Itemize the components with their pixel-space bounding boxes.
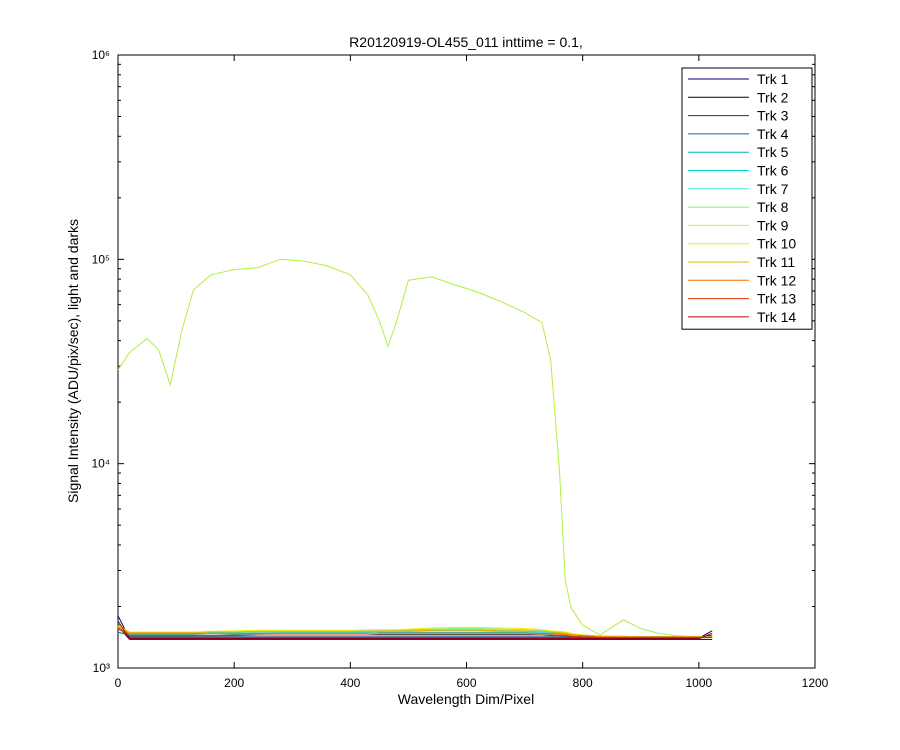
y-axis-label: Signal Intensity (ADU/pix/sec), light an… [65,219,81,503]
legend-label: Trk 10 [757,236,796,252]
legend-label: Trk 2 [757,89,789,105]
x-tick-label: 1200 [802,676,829,690]
chart-title: R20120919-OL455_011 inttime = 0.1, [349,34,583,50]
legend-label: Trk 8 [757,199,789,215]
series-line [117,626,713,638]
legend-label: Trk 14 [757,309,796,325]
y-tick-label: 10⁶ [92,48,110,62]
y-tick-label: 10³ [93,661,110,675]
legend-label: Trk 1 [757,71,789,87]
legend-label: Trk 11 [757,254,795,270]
series-line [117,258,713,638]
y-tick-label: 10⁵ [92,252,110,266]
x-tick-label: 400 [340,676,360,690]
legend-label: Trk 4 [757,126,789,142]
legend-label: Trk 6 [757,163,789,179]
x-tick-label: 0 [115,676,122,690]
legend-label: Trk 5 [757,144,789,160]
legend-box [681,67,813,330]
series-line [117,628,713,639]
legend-label: Trk 3 [757,108,789,124]
legend-label: Trk 12 [757,272,796,288]
legend-label: Trk 13 [757,291,796,307]
x-axis-label: Wavelength Dim/Pixel [398,691,534,707]
x-tick-label: 200 [224,676,244,690]
series-line [117,625,713,638]
series-line [117,625,713,640]
x-tick-label: 800 [573,676,593,690]
series-line [117,620,713,640]
y-tick-label: 10⁴ [91,457,110,471]
series-line [117,615,713,639]
legend-label: Trk 9 [757,217,789,233]
legend-label: Trk 7 [757,181,789,197]
x-tick-label: 600 [456,676,476,690]
x-tick-label: 1000 [685,676,712,690]
